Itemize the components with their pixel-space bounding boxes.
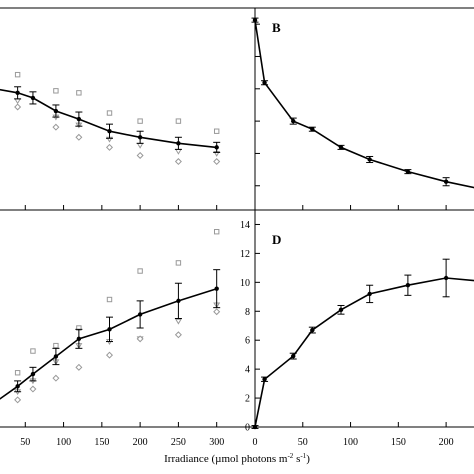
- panel-a-square-marker: [76, 90, 82, 96]
- panel-b-data-point: [252, 17, 258, 23]
- panel-b-data-point: [405, 169, 411, 174]
- panel-c-diamond-marker: [136, 335, 144, 343]
- panel-b-data-point: [291, 118, 296, 124]
- x-tick-label-right: 200: [439, 437, 454, 448]
- panel-d-data-point: [367, 291, 372, 297]
- x-tick-label-right: 50: [298, 437, 308, 448]
- panel-d-y-tick-label: 6: [245, 336, 250, 347]
- panel-a-diamond-marker: [213, 158, 221, 166]
- panel-c-data-point: [107, 327, 112, 332]
- panel-c-square-marker: [106, 296, 113, 303]
- panel-a-diamond-marker: [75, 133, 83, 141]
- panel-a-data-point: [176, 141, 181, 146]
- panel-c-data-point: [76, 336, 82, 342]
- panel-d-data-point: [262, 377, 267, 382]
- panel-a-data-point: [107, 129, 112, 134]
- panel-c-diamond-marker: [52, 374, 60, 382]
- panel-a-diamond-marker: [174, 158, 182, 166]
- x-tick-label-left: 50: [20, 437, 30, 448]
- panel-c-series-line: [0, 287, 217, 400]
- panel-a-diamond-marker: [105, 143, 114, 151]
- x-tick-label-left: 150: [94, 437, 109, 448]
- panel-a-square-marker: [53, 88, 59, 94]
- panel-d-data-point: [310, 327, 315, 333]
- panel-c-square-marker: [137, 268, 143, 274]
- panel-c-square-marker: [14, 370, 21, 376]
- x-tick-label-right: 100: [343, 437, 358, 448]
- panel-c-data-point: [15, 384, 20, 389]
- panel-c-diamond-marker: [14, 396, 22, 404]
- x-axis-title: Irradiance (µmol photons m-2 s-1): [164, 452, 310, 465]
- x-tick-label-left: 300: [209, 437, 224, 448]
- panel-c-diamond-marker: [174, 331, 182, 339]
- panel-a-square-marker: [175, 118, 182, 124]
- panel-a-diamond-marker: [14, 103, 22, 111]
- panel-b-series-line: [254, 19, 474, 189]
- panel-a-square-marker: [213, 128, 220, 134]
- x-tick-label-left: 200: [133, 437, 148, 448]
- x-tick-label-left: 250: [171, 437, 186, 448]
- x-axis-title-sup2: -1: [300, 452, 306, 460]
- panel-a-data-point: [137, 135, 143, 140]
- panel-letter-b: B: [272, 20, 281, 35]
- panel-b-data-point: [310, 127, 315, 132]
- panel-a-square-marker: [106, 110, 113, 116]
- panel-c-diamond-marker: [105, 351, 114, 359]
- panel-b-data-point: [367, 157, 372, 162]
- panel-c-diamond-marker: [75, 363, 83, 371]
- panel-a-triangle-marker: [136, 142, 144, 149]
- panel-d-y-tick-label: 0: [245, 423, 250, 434]
- panel-c-square-marker: [30, 348, 36, 354]
- panel-a-square-marker: [14, 71, 21, 78]
- panel-c-square-marker: [213, 229, 220, 235]
- panel-d-y-tick-label: 12: [240, 249, 250, 260]
- panel-a-triangle-marker: [174, 148, 182, 155]
- panel-d-data-point: [443, 275, 449, 281]
- panel-a-data-point: [53, 108, 59, 114]
- panel-d-data-point: [338, 307, 344, 313]
- panel-a-data-point: [15, 90, 20, 96]
- x-tick-label-left: 100: [56, 437, 71, 448]
- panel-letter-d: D: [272, 232, 281, 247]
- panel-d-y-tick-label: 10: [240, 278, 250, 289]
- panel-a-series-line: [0, 88, 217, 149]
- panel-a-data-point: [30, 95, 36, 101]
- x-tick-label-right: 150: [391, 437, 406, 448]
- panel-c-diamond-marker: [29, 385, 37, 393]
- panel-c-data-point: [214, 286, 219, 291]
- panel-c-data-point: [53, 354, 59, 359]
- chart-marks: [0, 17, 474, 430]
- panel-a-square-marker: [137, 118, 143, 124]
- panel-a-triangle-marker: [14, 98, 22, 105]
- panel-c-square-marker: [53, 342, 59, 349]
- panel-d-y-tick-label: 8: [245, 307, 250, 318]
- panel-d-y-tick-label: 2: [245, 394, 250, 405]
- panel-d-series-line: [254, 277, 474, 428]
- panel-b-data-point: [338, 145, 344, 150]
- panel-a-diamond-marker: [52, 123, 60, 131]
- panel-d-data-point: [291, 353, 296, 359]
- panel-b-data-point: [443, 179, 449, 184]
- axis-ticks: 0 2 4 6 8 10 12 14 50 100 150 200 250 300 0 50 100 150 200…: [20, 23, 454, 448]
- x-axis-title-main: Irradiance (µmol photons m: [164, 453, 288, 465]
- panel-c-data-point: [137, 312, 143, 317]
- panel-a-data-point: [214, 145, 219, 150]
- panel-b-data-point: [262, 80, 267, 85]
- panel-a-diamond-marker: [136, 151, 144, 159]
- panel-c-data-point: [30, 371, 36, 377]
- panel-d-y-tick-label: 14: [240, 220, 250, 231]
- x-axis-title-mid: s: [293, 453, 300, 465]
- panel-c-diamond-marker: [213, 308, 221, 316]
- panel-d-y-tick-label: 4: [245, 365, 250, 376]
- x-tick-label-right: 0: [253, 437, 258, 448]
- panel-c-triangle-marker: [174, 318, 182, 325]
- panel-c-square-marker: [175, 260, 182, 266]
- x-axis-title-sup1: -2: [287, 452, 293, 460]
- panel-c-data-point: [176, 298, 181, 304]
- panel-a-data-point: [76, 116, 82, 122]
- x-axis-title-end: ): [306, 453, 310, 465]
- panel-d-data-point: [405, 283, 411, 288]
